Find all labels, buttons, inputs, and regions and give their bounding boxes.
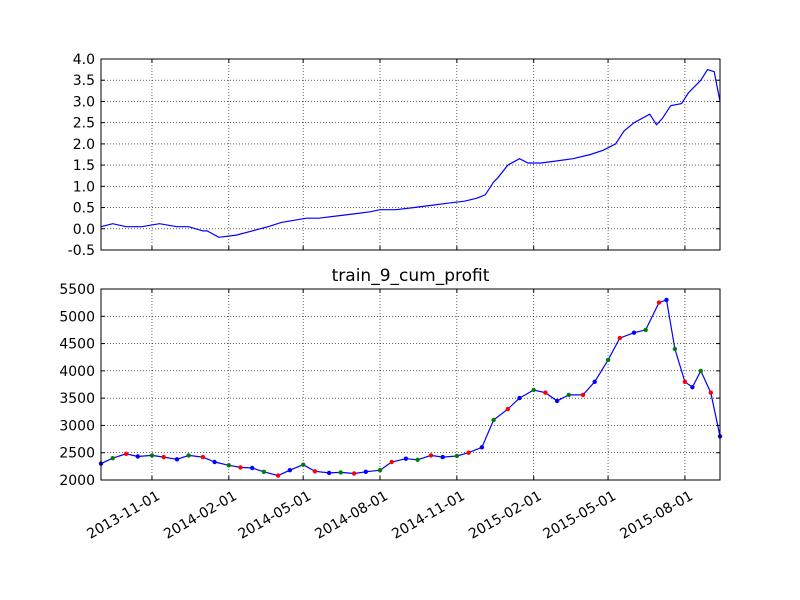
top-chart: -0.5 0.0 0.5 1.0 1.5 2.0 2.5 3.0 3.5 4.0	[68, 52, 721, 259]
y-tick-label: 1.0	[73, 179, 95, 195]
data-point	[250, 465, 255, 471]
data-point	[312, 469, 318, 474]
data-point	[505, 406, 510, 412]
data-point	[377, 468, 383, 473]
data-point	[186, 453, 191, 458]
data-point	[580, 392, 586, 398]
data-point	[110, 456, 115, 461]
y-tick-label: 3500	[59, 391, 95, 407]
chart-title: train_9_cum_profit	[332, 266, 490, 286]
data-point	[517, 395, 522, 401]
data-point	[566, 392, 571, 398]
y-tick-label: 4500	[59, 337, 95, 353]
y-tick-label: 0.0	[73, 222, 95, 238]
data-point	[672, 346, 678, 352]
data-point	[363, 469, 368, 474]
data-point	[123, 451, 129, 456]
data-point	[690, 385, 695, 390]
data-point	[454, 453, 460, 459]
y-tick-label: -0.5	[68, 243, 95, 259]
data-point	[212, 459, 217, 465]
data-point	[643, 327, 648, 333]
data-point	[531, 387, 536, 393]
y-tick-label: 2500	[59, 446, 95, 462]
data-point	[351, 471, 357, 476]
data-point	[682, 379, 688, 384]
data-point	[617, 335, 622, 341]
data-point	[491, 417, 496, 423]
y-tick-label: 5000	[59, 309, 95, 325]
data-point	[389, 459, 394, 465]
data-point	[428, 453, 434, 458]
data-point	[403, 456, 409, 461]
data-point	[149, 453, 155, 458]
data-point	[326, 470, 332, 476]
data-point	[261, 469, 267, 474]
data-point	[161, 454, 166, 460]
data-point	[708, 390, 713, 395]
data-point	[415, 457, 420, 462]
data-point	[698, 368, 703, 374]
data-point	[275, 473, 281, 478]
data-point	[656, 300, 662, 305]
y-tick-label: 2.5	[73, 116, 95, 132]
data-point	[301, 462, 306, 467]
data-point	[466, 450, 471, 455]
series-line	[100, 68, 721, 238]
y-tick-label: 2000	[59, 473, 95, 489]
data-point	[479, 445, 485, 450]
y-tick-label: 2.0	[73, 137, 95, 153]
data-point	[631, 330, 637, 335]
y-tick-label: 3.5	[73, 73, 95, 89]
y-tick-label: 1.5	[73, 158, 95, 174]
data-point	[592, 379, 597, 384]
y-tick-label: 3.0	[73, 94, 95, 110]
y-tick-label: 5500	[59, 282, 95, 298]
data-point	[338, 470, 343, 475]
series-line	[100, 299, 721, 477]
y-tick-label: 3000	[59, 418, 95, 434]
data-point	[200, 454, 206, 460]
plot-frame	[100, 58, 721, 251]
plot-frame	[100, 288, 721, 481]
data-point	[543, 390, 548, 395]
data-point	[287, 468, 292, 473]
data-point	[605, 357, 611, 363]
data-point	[174, 457, 180, 462]
data-point	[135, 454, 140, 459]
data-point	[554, 398, 560, 404]
y-tick-label: 0.5	[73, 201, 95, 217]
y-tick-label: 4.0	[73, 52, 95, 68]
data-point	[226, 463, 231, 468]
y-tick-label: 4000	[59, 364, 95, 380]
data-point	[664, 297, 669, 303]
data-point	[238, 465, 243, 470]
data-point	[440, 454, 445, 460]
